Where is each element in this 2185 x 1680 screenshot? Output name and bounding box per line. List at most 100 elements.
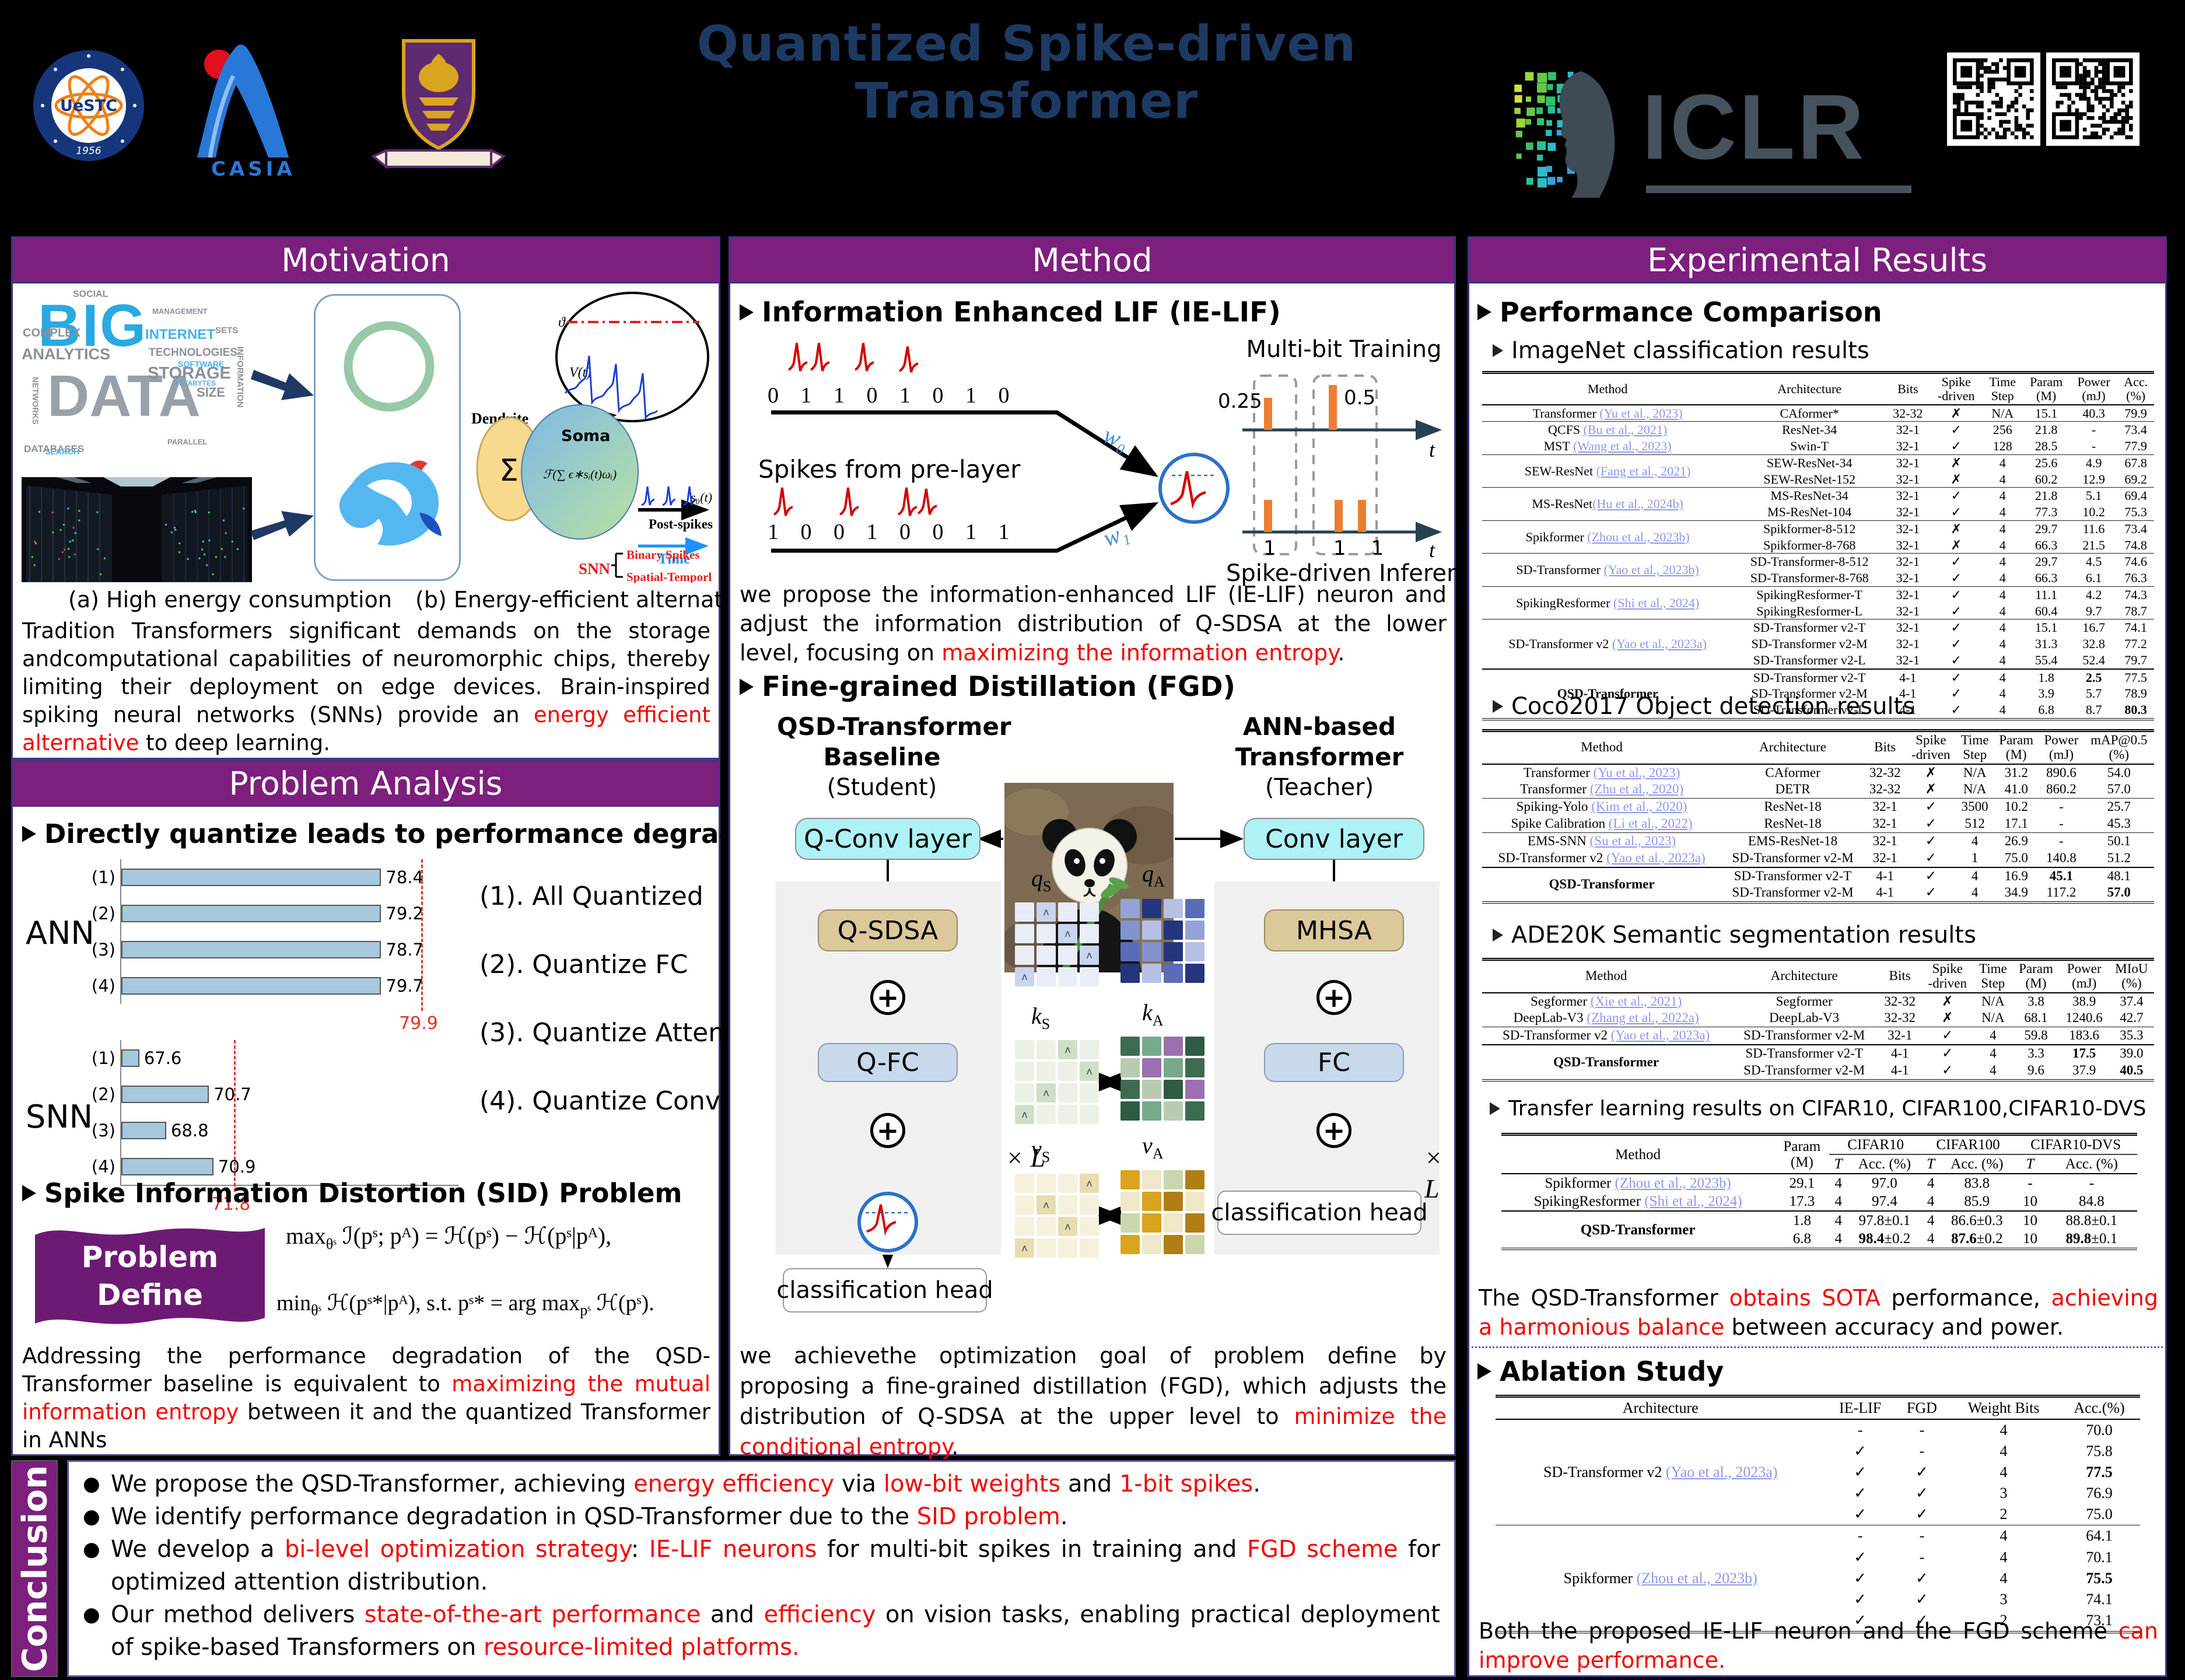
citation-link[interactable]: (Fang et al., 2021) <box>1596 463 1691 478</box>
va-matrix <box>1120 1170 1204 1254</box>
table-row: 6.8 4 98.4±0.2 4 87.6±0.2 10 89.8±0.1 <box>1792 1231 2118 1247</box>
qsdsa-box: Q-SDSA <box>818 909 958 951</box>
table-row: SD-Transformer v2 (Yao et al., 2023a) - -4… <box>1543 1422 2113 1481</box>
citation-link[interactable]: (Zhang et al., 2022a) <box>1587 1010 1699 1026</box>
wordcloud-word: SIZE <box>197 385 225 400</box>
vs-matrix-label: vS <box>1031 1136 1051 1166</box>
output-spike-label: s₀(t) <box>691 490 712 505</box>
classification-head-box-student: classification head <box>776 1268 993 1312</box>
citation-link[interactable]: (Yu et al., 2023) <box>1599 405 1683 421</box>
bar <box>121 1158 213 1175</box>
wordcloud-word: PARALLEL <box>167 438 208 446</box>
citation-link[interactable]: (Bu et al., 2021) <box>1583 422 1668 438</box>
post-spikes-label: Post-spikes <box>649 517 713 531</box>
table-row: SD-Transformer-8-768 32-1 ✓ 4 66.3 6.1 76.3 <box>1750 570 2147 585</box>
citation-link[interactable]: (Hu et al., 2024b) <box>1592 496 1683 512</box>
table-row: ✓ ✓ 3 76.9 <box>1854 1485 2113 1502</box>
citation-link[interactable]: (Zhu et al., 2020) <box>1589 782 1684 797</box>
table-row: SEW-ResNet (Fang et al., 2021) SEW-ResNet… <box>1524 455 2147 478</box>
ka-matrix-label: kA <box>1142 999 1164 1029</box>
table-row: SD-Transformer v2-M 4-1 ✓ 4 9.6 37.9 40.5 <box>1743 1062 2144 1077</box>
citation-link[interactable]: (Yao et al., 2023a) <box>1606 850 1706 865</box>
table-row: Transformer (Yu et al., 2023) CAformer 32-… <box>1523 765 2131 780</box>
experimental-results-header: Experimental Results <box>1469 238 2165 284</box>
citation-link[interactable]: (Yao et al., 2023a) <box>1665 1464 1778 1481</box>
citation-link[interactable]: (Li et al., 2022) <box>1608 816 1693 831</box>
times-l-label: × L <box>1424 1143 1443 1203</box>
arrow-bullet-icon <box>1477 1363 1491 1380</box>
results-table: Method Architecture Bits Spike -driven Time St… <box>1482 729 2154 904</box>
ks-matrix-label: kS <box>1031 1003 1051 1032</box>
bar <box>121 905 381 922</box>
snn-neuron-illustration: ϑ V(t) Dendrite Σ Soma ℱ(∑ ϵ∗sᵢ(t)ωᵢ) s₀… <box>471 292 714 583</box>
motivation-header: Motivation <box>13 238 719 284</box>
ann-quantization-bar-chart: (1) 78.4 (2) 79.2 (3) 78.7 (4) 79.7 79.9 <box>80 859 438 1034</box>
problem-define-ribbon: Problem Define <box>30 1219 269 1333</box>
casia-label: CASIA <box>211 158 296 178</box>
wordcloud-word: STORAGE <box>148 364 231 383</box>
soma-formula: ℱ(∑ ϵ∗sᵢ(t)ωᵢ) <box>543 467 617 481</box>
table-row: SpikingResformer-L 32-1 ✓ 4 60.4 9.7 78.7 <box>1756 603 2147 618</box>
citation-link[interactable]: (Zhou et al., 2023b) <box>1636 1569 1757 1587</box>
arrow-bullet-icon <box>22 825 36 842</box>
conv-layer-box: Conv layer <box>1244 818 1424 860</box>
reference-line-label: 71.8 <box>211 1194 251 1214</box>
conclusion-section: Conclusion We propose the QSD-Transforme… <box>11 1460 1456 1677</box>
table-row: SD-Transformer (Yao et al., 2023b) SD-Tra… <box>1516 554 2147 578</box>
citation-link[interactable]: (Yao et al., 2023b) <box>1603 562 1699 578</box>
bar <box>121 1049 139 1067</box>
table-row: DeepLab-V3 (Zhang et al., 2022a) DeepLab-… <box>1513 1010 2144 1026</box>
add-icon: + <box>1316 980 1351 1015</box>
method-panel: Method Information Enhanced LIF (IE-LIF) <box>729 236 1489 1460</box>
citation-link[interactable]: (Yao et al., 2023a) <box>1612 636 1707 651</box>
citation-link[interactable]: (Shi et al., 2024) <box>1644 1194 1742 1209</box>
sota-paragraph: The QSD-Transformer obtains SOTA perform… <box>1479 1285 2158 1340</box>
cuhk-crest <box>369 36 509 184</box>
imagenet-results-table: Method Architecture Bits Spike -driven Time St… <box>1482 371 2154 720</box>
classification-head-box-teacher: classification head <box>1211 1191 1428 1235</box>
wordcloud-word: NETWORKS <box>31 377 40 425</box>
casia-logo: CASIA <box>175 34 315 181</box>
soma-label: Soma <box>561 427 610 445</box>
citation-link[interactable]: (Zhou et al., 2023b) <box>1615 1175 1731 1191</box>
problem-analysis-panel: Problem Analysis Directly quantize leads… <box>11 760 814 1456</box>
ie-lif-heading: Information Enhanced LIF (IE-LIF) <box>740 296 1281 328</box>
wordcloud-word: SOCIAL <box>73 289 108 299</box>
citation-link[interactable]: (Shi et al., 2024) <box>1613 595 1700 610</box>
threshold-theta-label: ϑ <box>558 315 566 330</box>
legend-item: (2). Quantize FC <box>479 950 688 979</box>
table-row: EMS-SNN (Su et al., 2023) EMS-ResNet-18 32… <box>1527 833 2131 848</box>
openai-logo-icon <box>344 321 435 412</box>
ann-chart-label: ANN <box>26 915 94 951</box>
quantize-degradation-heading: Directly quantize leads to performance d… <box>22 818 814 849</box>
table-row: ✓ ✓ 3 74.1 <box>1854 1590 2113 1608</box>
citation-link[interactable]: (Zhou et al., 2023b) <box>1587 529 1690 544</box>
citation-link[interactable]: (Su et al., 2023) <box>1589 833 1676 848</box>
conclusion-bullet: We develop a bi-level optimization strat… <box>80 1533 1440 1598</box>
iclr-underline <box>1646 186 1911 193</box>
citation-link[interactable]: (Kim et al., 2020) <box>1591 799 1687 814</box>
conclusion-side-label: Conclusion <box>11 1460 58 1677</box>
wordcloud-word: TECHNOLOGIES <box>149 346 238 359</box>
legend-item: (4). Quantize Conv <box>479 1086 720 1116</box>
conclusion-bullet: We identify performance degradation in Q… <box>80 1500 1440 1533</box>
qr-code-right <box>2046 52 2140 146</box>
legend-item: (3). Quantize Attention <box>479 1018 774 1048</box>
ones-label-b: 1 1 <box>1333 537 1393 560</box>
table-row: MS-ResNet-104 32-1 ✓ 4 77.3 10.2 75.3 <box>1767 505 2147 519</box>
qa-matrix <box>1120 899 1204 983</box>
table-row: MS-ResNet(Hu et al., 2024b) MS-ResNet-34 3… <box>1532 488 2147 512</box>
citation-link[interactable]: (Xie et al., 2021) <box>1590 993 1682 1009</box>
table-row: QSD-Transformer SD-Transformer v2-T 4-1 ✓ 4 1… <box>1549 868 2131 892</box>
wordcloud-word: INFORMATION <box>235 346 245 408</box>
fc-box: FC <box>1264 1043 1404 1082</box>
citation-link[interactable]: (Yu et al., 2023) <box>1593 765 1680 780</box>
citation-link[interactable]: (Wang et al., 2023) <box>1573 439 1672 453</box>
imagenet-heading: ImageNet classification results <box>1493 337 1869 364</box>
problem-analysis-header: Problem Analysis <box>13 761 719 807</box>
arrow-bullet-icon <box>1493 700 1503 713</box>
table-row: SD-Transformer v2-M 4-1 ✓ 4 34.9 117.2 57.0 <box>1732 885 2131 900</box>
coco-heading: Coco2017 Object detection results <box>1493 693 1915 720</box>
citation-link[interactable]: (Yao et al., 2023a) <box>1610 1028 1710 1043</box>
sid-problem-heading: Spike Information Distortion (SID) Probl… <box>22 1178 682 1209</box>
